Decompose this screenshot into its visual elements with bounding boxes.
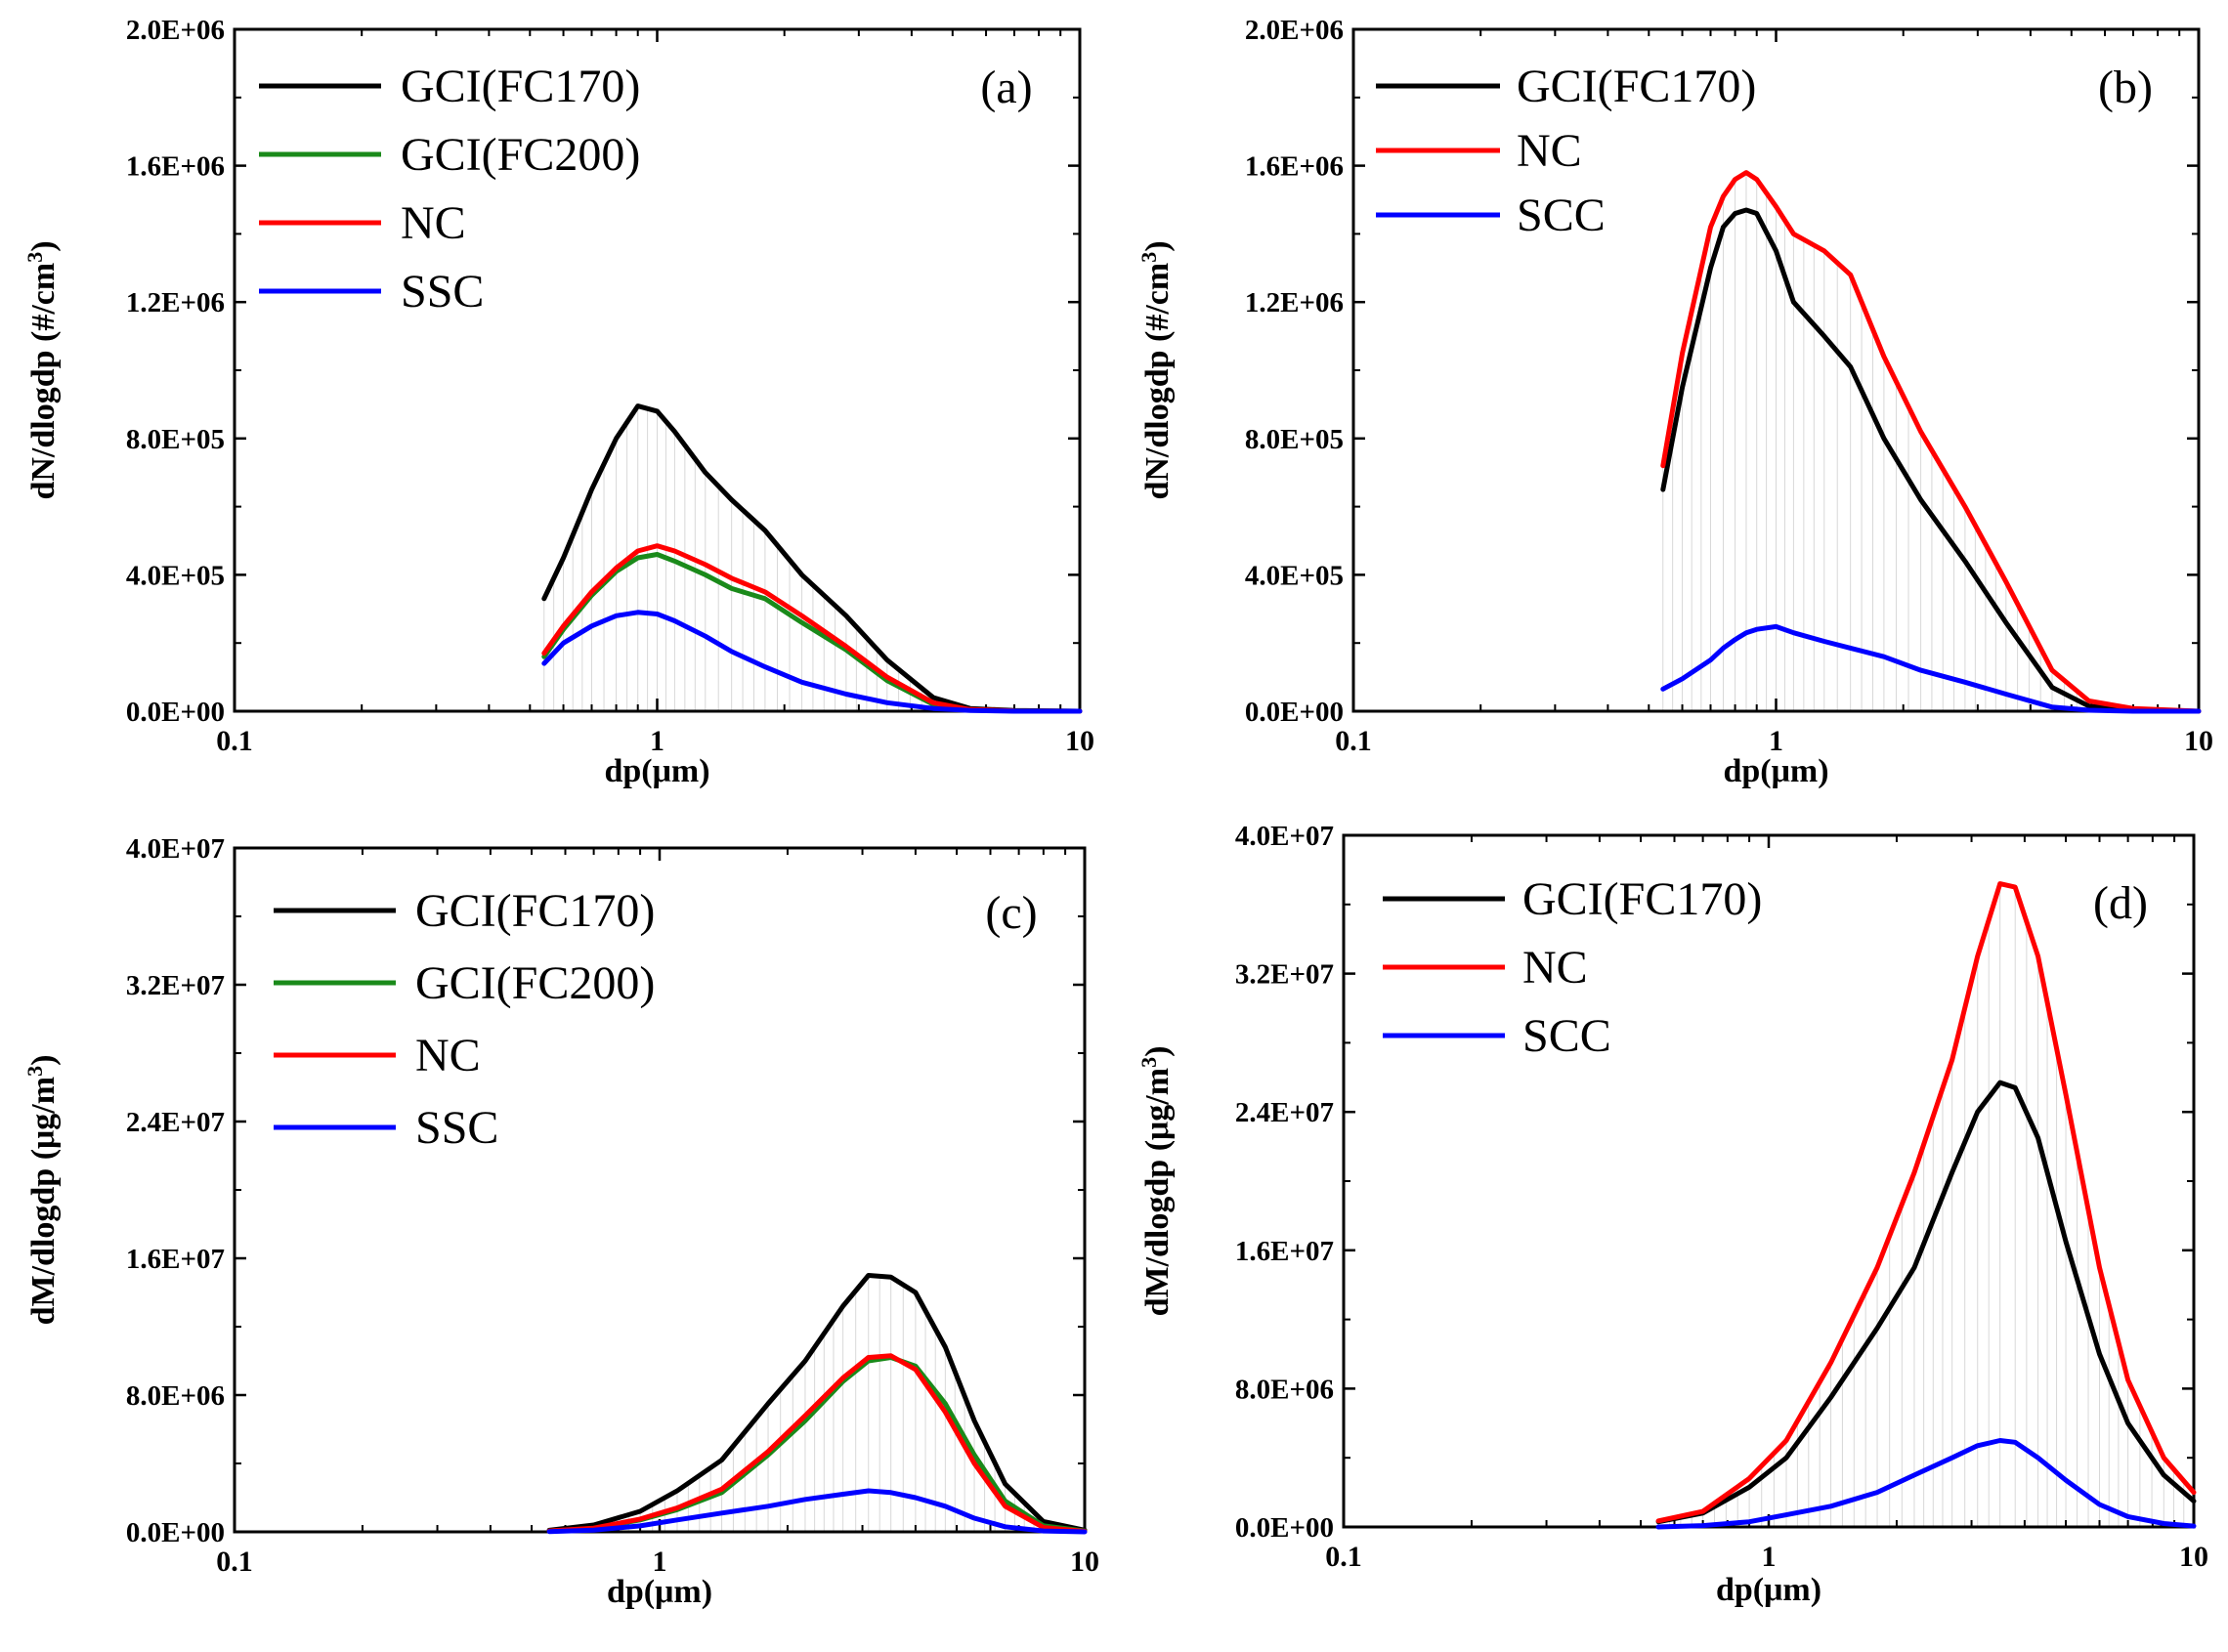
legend: GCI(FC170) NC SCC	[1383, 873, 1762, 1062]
y-tick-label: 8.0E+05	[126, 424, 225, 455]
y-tick-label: 8.0E+05	[1245, 424, 1344, 455]
x-axis-title: dp(μm)	[607, 1574, 712, 1610]
panel-d: 0.0E+00 8.0E+06 1.6E+07 2.4E+07 3.2E+07 4.0E+…	[1136, 821, 2208, 1608]
legend-label: GCI(FC170)	[401, 61, 640, 112]
x-axis-title: dp(μm)	[1723, 753, 1828, 789]
legend-label: SCC	[1517, 190, 1606, 241]
x-tick-label: 0.1	[216, 1546, 253, 1578]
y-tick-label: 2.0E+06	[126, 15, 225, 46]
legend-label: GCI(FC170)	[1522, 873, 1762, 925]
series-line-scc	[1655, 1438, 2197, 1530]
y-tick-label: 1.2E+06	[126, 287, 225, 318]
x-tick-label: 10	[2179, 1541, 2208, 1573]
y-tick-label: 1.6E+06	[126, 151, 225, 183]
y-axis-title-end: )	[25, 1055, 62, 1066]
legend: GCI(FC170) GCI(FC200) NC SSC	[274, 885, 655, 1154]
legend-label: NC	[415, 1030, 481, 1081]
y-axis-title-main: dM/dlogdp (μg/m	[25, 1077, 62, 1326]
x-tick-label: 1	[1769, 725, 1783, 757]
panel-c: 0.0E+00 8.0E+06 1.6E+07 2.4E+07 3.2E+07 4.0E+…	[22, 833, 1099, 1610]
y-tick-label: 2.4E+07	[1235, 1097, 1334, 1128]
y-axis-title: dN/dlogdp (#/cm3)	[1136, 240, 1176, 499]
x-tick-label: 0.1	[1335, 725, 1372, 757]
legend-label: NC	[1522, 942, 1588, 994]
y-tick-label: 3.2E+07	[1235, 959, 1334, 991]
y-tick-label: 8.0E+06	[1235, 1374, 1334, 1405]
y-axis-title-main: dN/dlogdp (#/cm	[25, 263, 62, 500]
y-tick-label: 1.6E+06	[1245, 151, 1344, 183]
y-tick-label: 0.0E+00	[1245, 697, 1344, 728]
y-axis-title-sup: 3	[22, 252, 47, 263]
series-line-nc	[546, 1353, 1088, 1534]
legend-label: SSC	[415, 1102, 498, 1154]
y-tick-label: 8.0E+06	[126, 1380, 225, 1412]
series-line-nc	[1660, 170, 2202, 714]
y-tick-label: 0.0E+00	[126, 1517, 225, 1548]
series-line-nc	[1655, 881, 2197, 1524]
x-axis-title: dp(μm)	[1716, 1572, 1821, 1608]
y-tick-label: 1.2E+06	[1245, 287, 1344, 318]
bin-hatching	[543, 405, 1070, 711]
legend-label: GCI(FC170)	[1517, 61, 1756, 112]
y-axis-title-end: )	[1139, 240, 1176, 251]
panel-b: 0.0E+00 4.0E+05 8.0E+05 1.2E+06 1.6E+06 2.0E+…	[1136, 15, 2213, 789]
y-axis-title-sup: 3	[1136, 1057, 1161, 1068]
series-line-nc	[541, 543, 1083, 714]
panel-tag: (d)	[2093, 877, 2148, 929]
legend-label: NC	[401, 197, 466, 249]
series-line-ssc	[546, 1488, 1088, 1535]
series-line-scc	[1660, 623, 2202, 714]
legend-label: GCI(FC170)	[415, 885, 655, 937]
panel-tag: (b)	[2098, 62, 2153, 113]
x-tick-label: 1	[650, 725, 664, 757]
x-tick-label: 10	[2184, 725, 2213, 757]
y-axis-title: dM/dlogdp (μg/m3)	[1136, 1046, 1176, 1317]
series-line-gci-fc170	[1655, 1080, 2197, 1525]
y-tick-label: 4.0E+07	[126, 833, 225, 865]
y-tick-label: 4.0E+05	[1245, 560, 1344, 591]
x-tick-label: 10	[1070, 1546, 1099, 1578]
y-tick-label: 3.2E+07	[126, 970, 225, 1001]
y-axis-title: dM/dlogdp (μg/m3)	[22, 1055, 62, 1326]
y-tick-label: 2.0E+06	[1245, 15, 1344, 46]
y-tick-label: 2.4E+07	[126, 1107, 225, 1138]
bin-hatching	[1657, 883, 2185, 1527]
y-axis-title-sup: 3	[1136, 252, 1161, 263]
legend-label: SCC	[1522, 1010, 1611, 1062]
x-tick-label: 1	[653, 1546, 667, 1578]
legend: GCI(FC170) GCI(FC200) NC SSC	[259, 61, 640, 318]
y-axis-title-sup: 3	[22, 1066, 47, 1077]
legend-label: SSC	[401, 266, 484, 318]
y-tick-label: 1.6E+07	[126, 1244, 225, 1275]
x-tick-label: 0.1	[216, 725, 253, 757]
series-line-gci-fc170	[546, 1273, 1088, 1533]
series-line-ssc	[541, 610, 1083, 714]
series-line-gci-fc170	[1660, 207, 2202, 714]
series-line-gci-fc170	[541, 403, 1083, 714]
y-tick-label: 4.0E+05	[126, 560, 225, 591]
y-tick-label: 4.0E+07	[1235, 821, 1334, 852]
x-tick-label: 0.1	[1325, 1541, 1362, 1573]
panel-a: 0.0E+00 4.0E+05 8.0E+05 1.2E+06 1.6E+06 2.0E+…	[22, 15, 1094, 789]
x-tick-label: 10	[1065, 725, 1094, 757]
y-axis-title-end: )	[1139, 1046, 1176, 1057]
y-axis-title-main: dN/dlogdp (#/cm	[1139, 263, 1176, 500]
series-line-gci-fc200	[541, 552, 1083, 714]
panel-tag: (c)	[985, 887, 1037, 939]
y-tick-label: 0.0E+00	[1235, 1512, 1334, 1544]
panel-tag: (a)	[980, 62, 1032, 113]
y-tick-label: 1.6E+07	[1235, 1236, 1334, 1267]
bin-hatching	[1662, 172, 2189, 711]
x-axis-title: dp(μm)	[604, 753, 709, 789]
y-tick-label: 0.0E+00	[126, 697, 225, 728]
y-axis-title-main: dM/dlogdp (μg/m	[1139, 1068, 1176, 1317]
legend-label: GCI(FC200)	[401, 129, 640, 181]
legend-label: GCI(FC200)	[415, 957, 655, 1009]
x-tick-label: 1	[1762, 1541, 1777, 1573]
legend: GCI(FC170) NC SCC	[1376, 61, 1756, 241]
y-axis-title: dN/dlogdp (#/cm3)	[22, 240, 62, 499]
y-axis-title-end: )	[25, 240, 62, 251]
legend-label: NC	[1517, 125, 1582, 177]
